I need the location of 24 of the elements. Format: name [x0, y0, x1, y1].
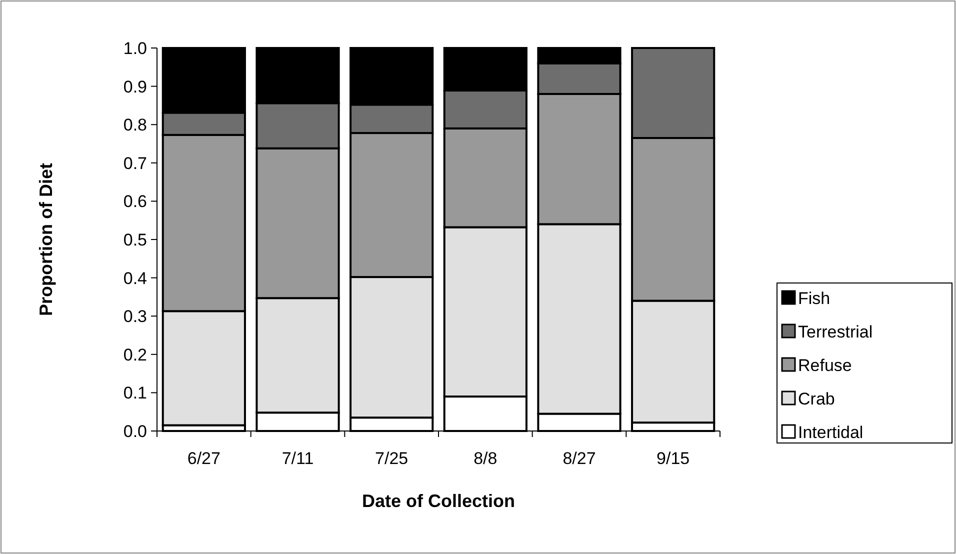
y-tick-label: 0.8	[123, 116, 147, 135]
y-tick-label: 0.0	[123, 422, 147, 441]
y-tick-label: 0.5	[123, 230, 147, 250]
legend-label: Fish	[798, 289, 830, 308]
x-tick-label: 7/25	[375, 449, 408, 468]
y-tick-label: 0.9	[123, 77, 147, 96]
legend-label: Crab	[798, 390, 835, 408]
y-tick-label: 0.2	[123, 345, 147, 364]
y-tick-label: 0.4	[123, 268, 147, 288]
y-tick-label: 0.6	[123, 192, 147, 212]
x-tick-label: 9/15	[656, 449, 690, 468]
y-tick-label: 0.3	[123, 307, 147, 326]
x-tick-label: 7/11	[282, 449, 314, 468]
legend-label: Intertidal	[798, 423, 864, 442]
y-tick-label: 0.7	[123, 154, 147, 173]
x-tick-label: 8/8	[474, 449, 498, 468]
y-tick-label: 1.0	[123, 38, 147, 58]
x-tick-label: 8/27	[562, 449, 596, 468]
legend-label: Refuse	[798, 356, 852, 375]
x-tick-label: 6/27	[187, 449, 220, 468]
legend-label: Terrestrial	[798, 322, 873, 342]
y-axis-title: Proportion of Diet	[36, 163, 56, 316]
x-axis-title: Date of Collection	[362, 491, 516, 511]
y-tick-label: 0.1	[123, 384, 147, 403]
